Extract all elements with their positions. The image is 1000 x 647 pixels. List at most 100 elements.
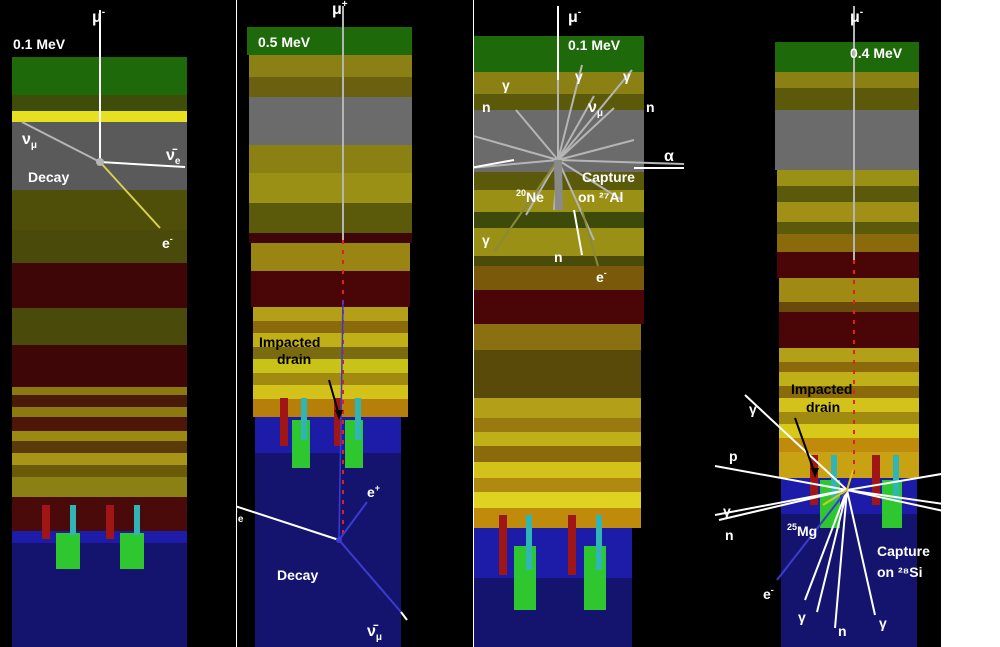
metal-layer: [777, 234, 919, 252]
panel-2-simulation: μ+ 0.5 MeV Impacted drain νe e+ Decay ν̄…: [237, 0, 473, 647]
annotation-impacted: Impacted: [259, 334, 320, 350]
metal-layer: [249, 173, 412, 203]
label-magnesium-25: 25Mg: [787, 522, 817, 539]
metal-layer: [253, 321, 408, 333]
metal-layer: [249, 77, 412, 97]
metal-layer: [779, 278, 919, 302]
drain-contact: [280, 398, 288, 446]
label-neutron-1: n: [482, 99, 491, 115]
metal-layer: [777, 186, 919, 202]
label-gamma-2: γ: [723, 503, 731, 519]
metal-layer: [474, 446, 641, 462]
decay-vertex: [336, 537, 342, 543]
muon-track-blue: [338, 299, 344, 541]
label-electron-2: e-: [596, 268, 607, 285]
metal-layer: [249, 145, 412, 173]
metal-layer: [12, 387, 187, 395]
incoming-particle-label: μ-: [92, 7, 105, 26]
metal-layer: [12, 190, 187, 230]
oxide-layer: [12, 531, 187, 543]
label-neutron-3: n: [554, 249, 563, 265]
label-nu-mu-bar: ν̄μ: [367, 623, 382, 643]
nu-mu-bar-track-inside: [338, 539, 402, 613]
substrate: [781, 514, 917, 647]
metal-layer: [12, 263, 187, 308]
neutron-track: [573, 209, 583, 256]
metal-layer: [12, 417, 187, 431]
electron-track: [581, 209, 599, 267]
label-neutron-2: n: [646, 99, 655, 115]
active-region: [56, 533, 80, 569]
recoil-nucleus-track: [554, 159, 563, 211]
annotation-arrow: [794, 417, 816, 475]
label-nu-e: νe: [237, 505, 244, 525]
event-sub-label: on ²⁷Al: [578, 189, 623, 205]
incoming-particle-label: μ-: [568, 7, 581, 26]
label-gamma-6: γ: [879, 615, 887, 631]
metal-layer: [12, 395, 187, 407]
metal-layer: [249, 233, 412, 243]
metal-layer: [474, 266, 644, 290]
label-gamma-1: γ: [502, 77, 510, 93]
label-alpha: α: [664, 148, 674, 165]
metal-layer: [253, 399, 408, 417]
metal-layer: [779, 412, 919, 424]
label-electron-1: e-: [474, 162, 477, 179]
drain-contact: [568, 515, 576, 575]
annotation-arrow: [328, 379, 340, 416]
metal-layer: [779, 398, 919, 412]
metal-layer: [779, 362, 919, 372]
substrate: [255, 453, 401, 647]
panel-4: μ- 0.4 MeV Impacted drain γ p γ n γ e- γ…: [705, 0, 941, 647]
metal-layer: [12, 497, 187, 531]
metal-layer: [474, 398, 641, 418]
metal-layer: [474, 212, 644, 228]
label-proton: p: [729, 448, 738, 464]
capture-tracks: [474, 64, 685, 241]
metal-layer: [253, 333, 408, 347]
recoil-track: [822, 489, 848, 506]
label-neutron-2: n: [838, 623, 847, 639]
metal-layer: [777, 170, 919, 186]
metal-layer: [474, 228, 644, 256]
oxide-layer: [255, 417, 401, 453]
panel-1: μ- 0.1 MeV νμ ν̄e Decay e-: [0, 0, 236, 647]
metal-layer: [775, 110, 919, 170]
metal-layer: [474, 256, 644, 266]
metal-layer: [251, 271, 410, 307]
positron-track: [338, 501, 368, 541]
metal-layer: [253, 373, 408, 385]
metal-layer: [779, 312, 919, 348]
label-electron: e-: [162, 234, 173, 251]
event-label: Decay: [28, 169, 69, 185]
source-contact: [596, 515, 602, 570]
event-label: Capture: [877, 543, 930, 559]
source-contact: [355, 398, 361, 440]
metal-layer: [474, 462, 641, 478]
metal-layer: [474, 324, 641, 350]
source-contact: [134, 505, 140, 535]
label-positron: e+: [367, 483, 380, 500]
metal-layer: [249, 203, 412, 233]
oxide-layer: [474, 528, 632, 578]
metal-layer: [253, 385, 408, 399]
label-gamma-3: γ: [623, 68, 631, 84]
drain-contact: [42, 505, 50, 539]
nu-e-track: [237, 505, 340, 541]
metal-layer: [474, 418, 641, 432]
metal-layer: [12, 407, 187, 417]
recoil-track: [846, 469, 854, 491]
metal-layer: [779, 372, 919, 386]
nu-mu-track: [21, 121, 101, 163]
event-sub-label: on ²⁸Si: [877, 564, 923, 580]
annotation-drain: drain: [806, 399, 840, 415]
metal-layer: [777, 252, 919, 278]
label-electron-2: e-: [763, 585, 774, 602]
energy-label: 0.1 MeV: [13, 36, 66, 52]
panel-3: μ- 0.1 MeV γ γ γ n νμ n γ α e- Capture 2…: [474, 0, 710, 647]
event-label: Capture: [582, 169, 635, 185]
metal-layer: [12, 431, 187, 441]
metal-layer: [779, 438, 919, 452]
event-label: Decay: [277, 567, 318, 583]
energy-label: 0.4 MeV: [850, 45, 903, 61]
